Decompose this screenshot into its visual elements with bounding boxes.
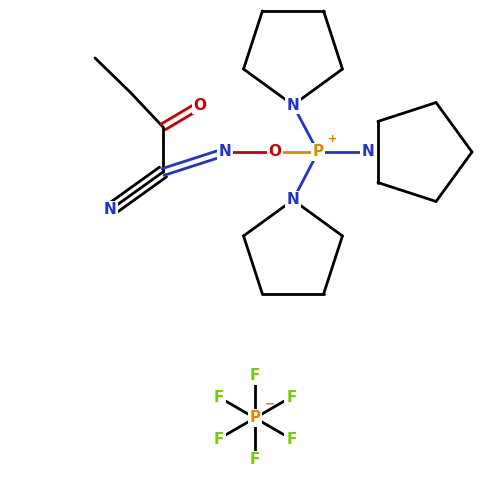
Text: N: N bbox=[104, 202, 117, 218]
Text: F: F bbox=[286, 432, 296, 446]
Text: F: F bbox=[286, 390, 296, 404]
Text: O: O bbox=[268, 144, 281, 160]
Text: N: N bbox=[286, 192, 300, 208]
Text: P: P bbox=[312, 144, 324, 160]
Text: +: + bbox=[328, 134, 337, 144]
Text: F: F bbox=[214, 432, 224, 446]
Text: N: N bbox=[286, 98, 300, 112]
Text: F: F bbox=[214, 390, 224, 404]
Text: N: N bbox=[218, 144, 232, 160]
Text: F: F bbox=[250, 368, 260, 384]
Text: −: − bbox=[265, 398, 276, 411]
Text: F: F bbox=[250, 452, 260, 468]
Text: P: P bbox=[250, 410, 260, 426]
Text: N: N bbox=[362, 144, 374, 160]
Text: O: O bbox=[194, 98, 206, 112]
